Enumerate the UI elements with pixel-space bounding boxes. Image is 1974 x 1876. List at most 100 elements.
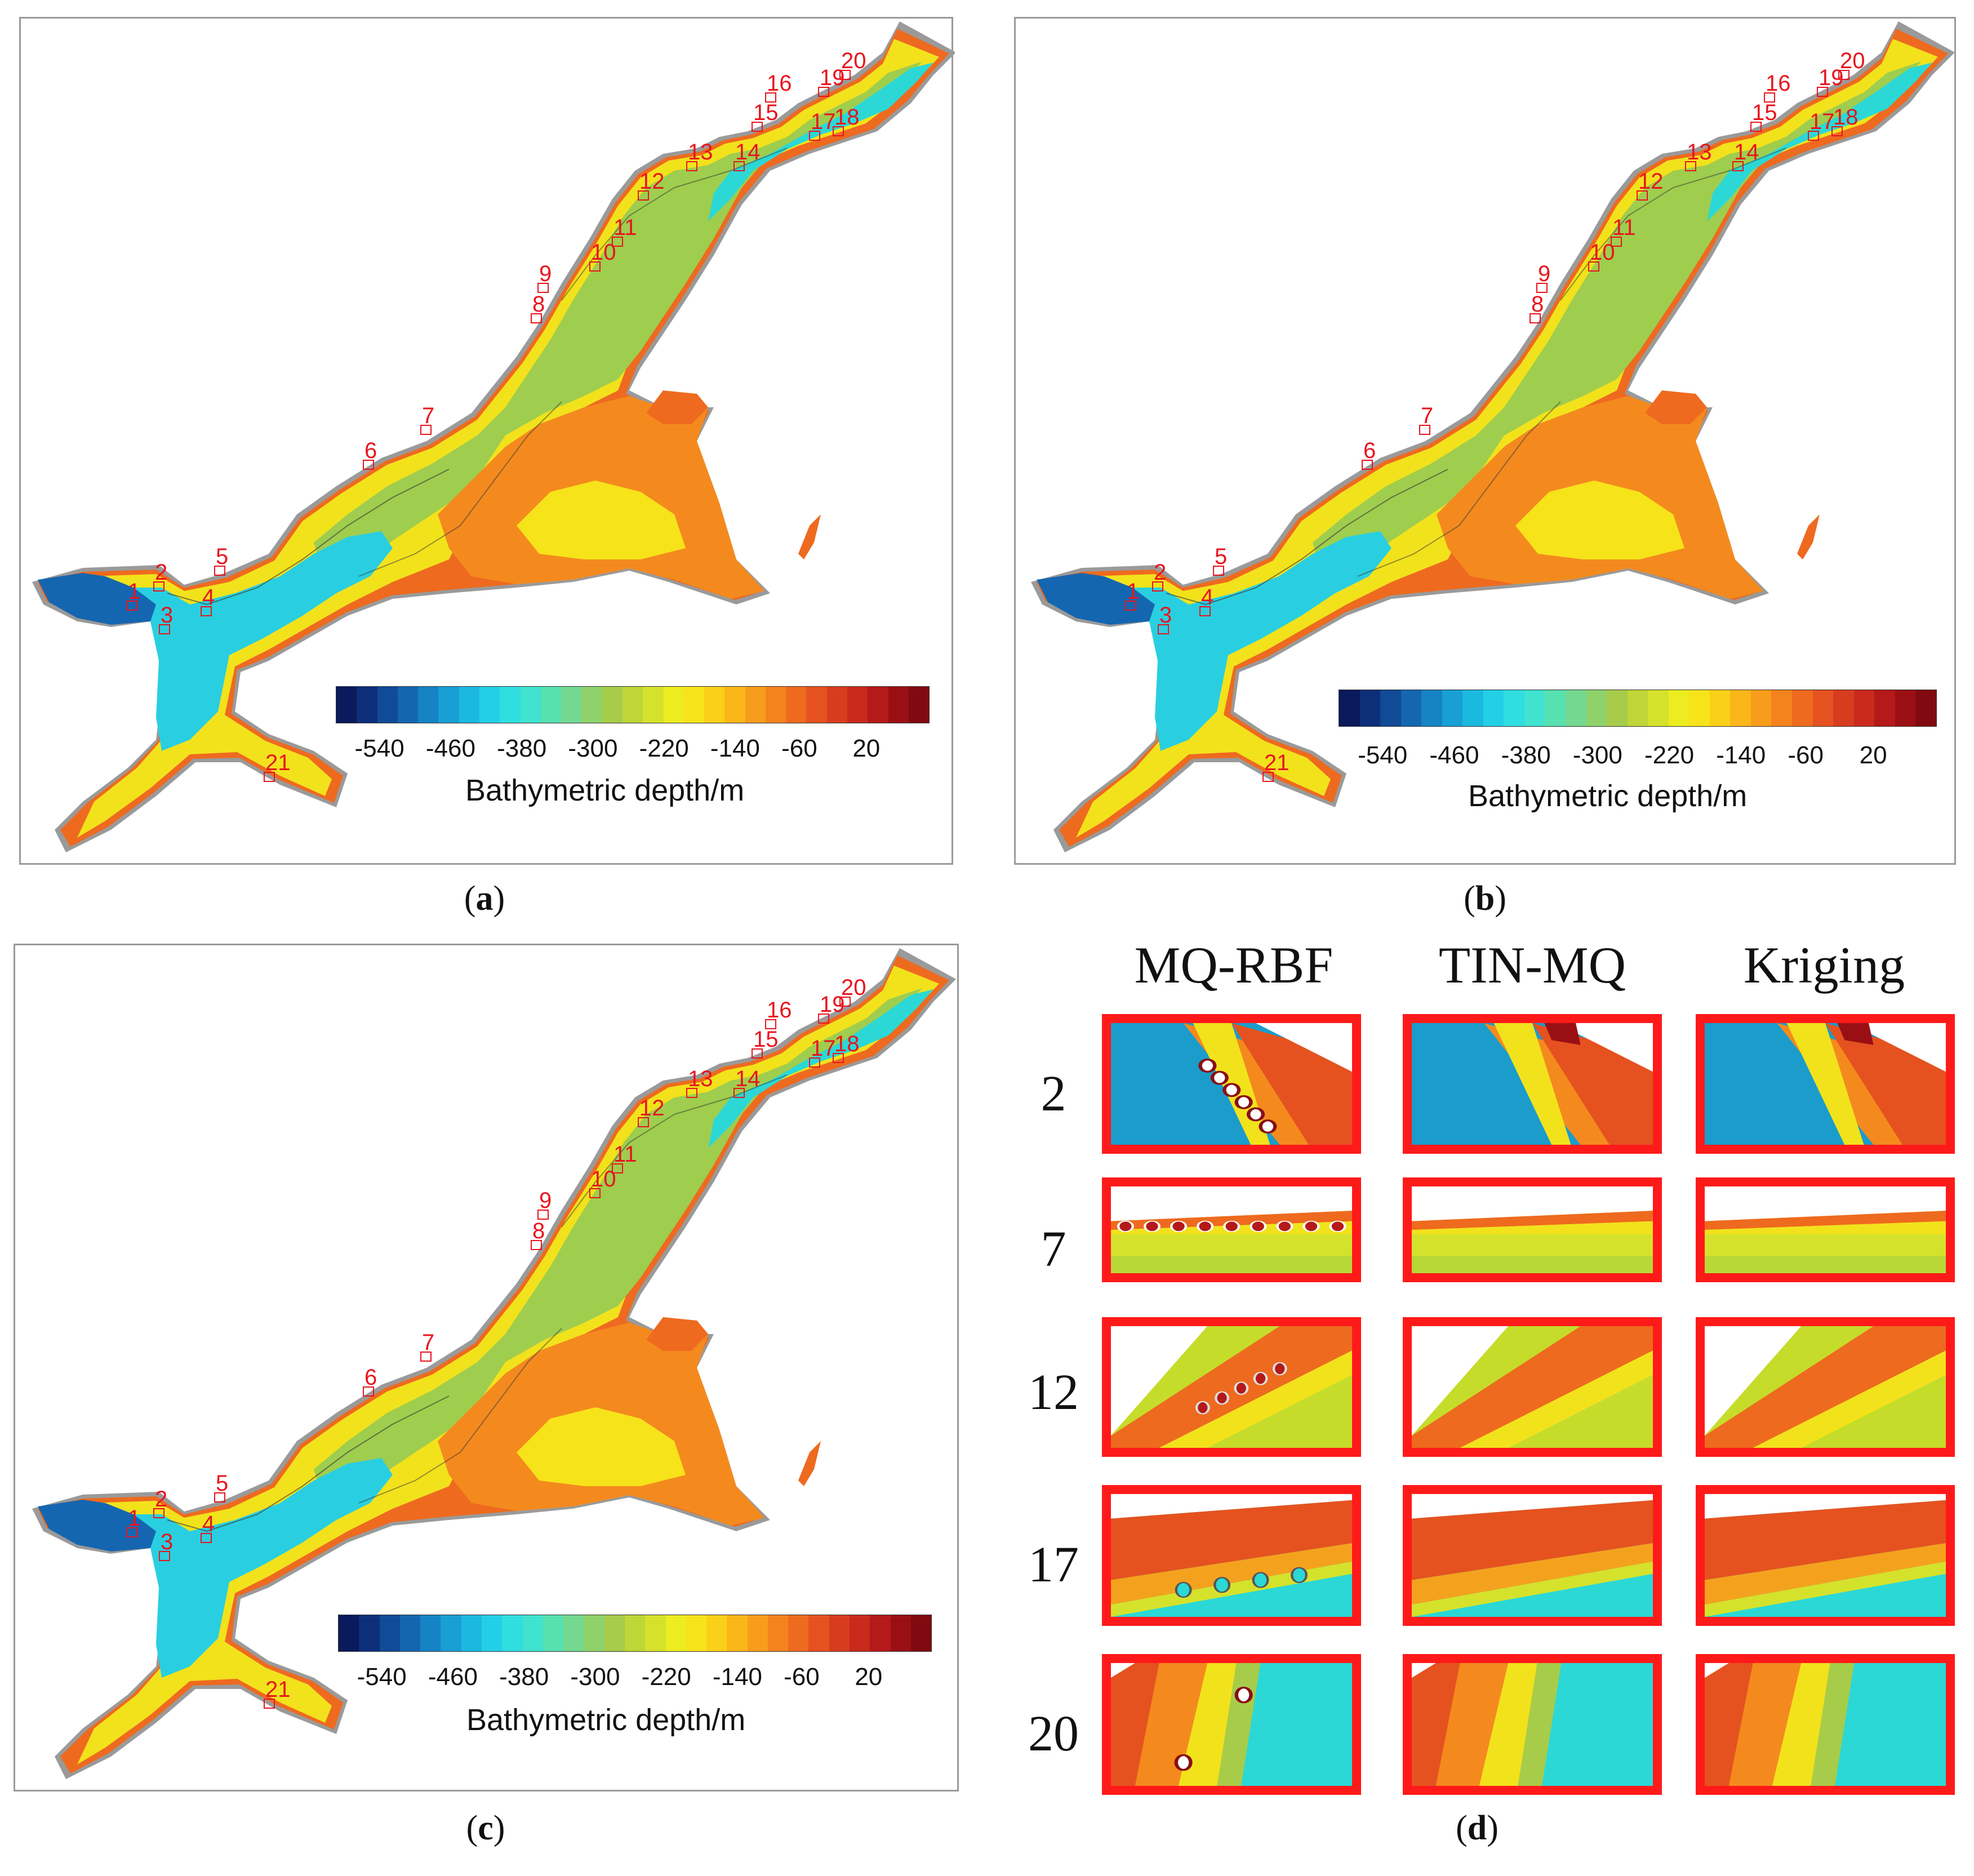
colorbar-swatch <box>1915 690 1936 726</box>
sample-box <box>1158 624 1169 634</box>
colorbar-swatch <box>1442 690 1463 726</box>
colorbar-tick-label: -220 <box>1644 741 1695 769</box>
point-label: 6 <box>364 438 377 463</box>
colorbar-title-a: Bathymetric depth/m <box>465 773 745 807</box>
point-label: 18 <box>834 105 860 130</box>
sample-box <box>214 1492 225 1502</box>
sample-box <box>201 606 212 616</box>
colorbar-swatch <box>441 1615 461 1651</box>
sample-box <box>1808 131 1819 141</box>
point-label: 20 <box>841 48 866 73</box>
colorbar-swatch <box>686 1615 707 1651</box>
sample-box <box>1685 161 1696 171</box>
point-label: 16 <box>767 998 792 1023</box>
colorbar-tick-label: -220 <box>639 735 689 762</box>
comparison-thumb <box>1696 1485 1955 1626</box>
colorbar-swatch <box>418 687 439 723</box>
sample-box <box>1199 606 1211 616</box>
colorbar-swatch <box>765 687 786 723</box>
point-label: 12 <box>639 169 665 194</box>
point-label: 7 <box>422 1330 434 1355</box>
colorbar-tick-label: -540 <box>354 735 404 762</box>
colorbar-tick-label: -380 <box>499 1663 549 1691</box>
method-header-mqrbf: MQ-RBF <box>1134 936 1333 994</box>
sample-box <box>420 1352 432 1362</box>
sample-box <box>589 261 601 272</box>
colorbar-swatch <box>500 687 521 723</box>
point-label: 14 <box>1734 140 1759 165</box>
colorbar-tick-label: -140 <box>712 1663 762 1691</box>
colorbar-swatch <box>602 687 623 723</box>
colorbar-swatch <box>604 1615 625 1651</box>
colorbar-swatch <box>1750 690 1772 726</box>
comparison-thumb <box>1403 1485 1662 1626</box>
sample-box <box>1764 92 1775 103</box>
row-label-17: 17 <box>1028 1537 1079 1593</box>
sample-box <box>1213 566 1224 576</box>
colorbar-swatch <box>1524 690 1545 726</box>
colorbar-swatch <box>724 687 745 723</box>
sample-box <box>153 581 164 592</box>
sample-box <box>1588 261 1599 272</box>
sample-box <box>537 283 549 293</box>
colorbar-swatch <box>563 1615 584 1651</box>
colorbar-swatch <box>397 687 419 723</box>
sample-box <box>1750 122 1762 132</box>
point-label: 11 <box>613 215 637 240</box>
point-label: 4 <box>202 585 215 610</box>
comparison-thumb <box>1696 1014 1955 1154</box>
colorbar-c <box>338 1615 932 1652</box>
point-label: 12 <box>639 1096 665 1121</box>
point-label: 14 <box>735 140 761 165</box>
point-label: 9 <box>539 261 552 286</box>
sample-box <box>201 1533 212 1543</box>
sample-box <box>1831 126 1843 136</box>
sample-box <box>153 1508 164 1518</box>
point-label: 7 <box>1421 403 1433 428</box>
point-label: 8 <box>1531 292 1544 317</box>
sample-box <box>1637 190 1648 201</box>
colorbar-swatch <box>357 687 377 723</box>
sample-box <box>537 1210 549 1220</box>
point-label: 1 <box>128 579 140 604</box>
comparison-thumb <box>1102 1014 1361 1154</box>
colorbar-swatch <box>1566 690 1586 726</box>
point-label: 18 <box>834 1032 860 1056</box>
colorbar-swatch <box>888 687 909 723</box>
colorbar-swatch <box>665 1615 686 1651</box>
point-label: 6 <box>1363 438 1376 463</box>
colorbar-swatch <box>1668 690 1690 726</box>
colorbar-swatch <box>1874 690 1895 726</box>
sample-box <box>1152 581 1163 592</box>
colorbar-tick-label: 20 <box>1859 741 1887 769</box>
colorbar-swatch <box>1627 690 1648 726</box>
point-label: 9 <box>539 1188 552 1213</box>
point-label: 17 <box>811 109 836 134</box>
colorbar-swatch <box>420 1615 441 1651</box>
sample-box <box>612 1163 623 1173</box>
sample-box <box>818 1013 829 1024</box>
point-label: 5 <box>1215 544 1227 569</box>
colorbar-swatch <box>399 1615 421 1651</box>
colorbar-tick-label: -60 <box>784 1663 820 1691</box>
point-label: 3 <box>161 603 173 628</box>
sample-box <box>1530 313 1541 323</box>
point-label: 4 <box>1201 585 1213 610</box>
point-label: 8 <box>532 1219 545 1243</box>
colorbar-swatch <box>1853 690 1875 726</box>
colorbar-tick-label: -60 <box>1788 741 1824 769</box>
colorbar-swatch <box>850 1615 870 1651</box>
map-panel-a: 1 2 3 4 5 6 7 8 9 10 11 12 13 14 15 16 17 18 19 20 21 <box>19 17 955 865</box>
method-header-kriging: Kriging <box>1743 936 1905 994</box>
row-label-7: 7 <box>1041 1221 1066 1277</box>
colorbar-swatch <box>459 687 479 723</box>
comparison-thumb <box>1102 1317 1361 1457</box>
colorbar-swatch <box>1483 690 1504 726</box>
colorbar-swatch <box>910 1615 932 1651</box>
sample-box <box>1262 772 1274 782</box>
sample-box <box>1536 283 1548 293</box>
sample-box <box>612 237 623 247</box>
point-label: 16 <box>1766 71 1791 96</box>
sample-box <box>159 624 170 634</box>
caption-a: (a) <box>464 879 505 918</box>
